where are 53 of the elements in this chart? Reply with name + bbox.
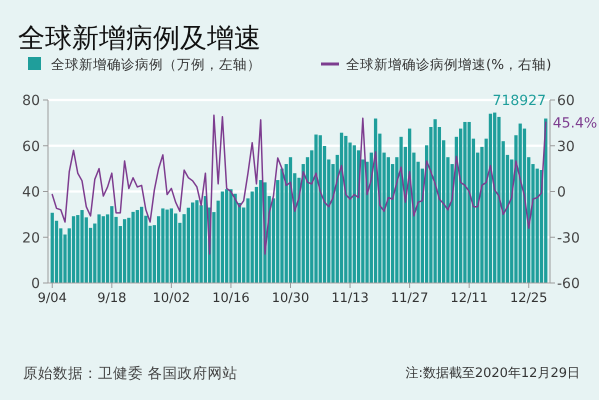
- x-tick-label: 11/13: [331, 291, 369, 306]
- annotation: 718927: [492, 93, 546, 109]
- x-tick-label: 9/04: [38, 291, 67, 306]
- y-tick-label: 20: [22, 230, 40, 246]
- bar: [122, 219, 126, 283]
- line-series: [52, 114, 546, 255]
- bar: [191, 202, 194, 283]
- bar: [50, 212, 54, 283]
- x-tick-label: 10/16: [212, 291, 250, 306]
- bar: [110, 206, 114, 283]
- bar: [518, 124, 522, 283]
- x-tick-label: 11/27: [390, 291, 428, 306]
- bar: [493, 112, 496, 283]
- bar: [131, 212, 135, 283]
- y2-tick-label: -60: [557, 276, 580, 292]
- x-tick-label: 10/02: [152, 291, 190, 306]
- bar: [220, 192, 224, 283]
- bar: [544, 118, 548, 283]
- y2-tick-label: -30: [557, 230, 580, 246]
- bar: [97, 214, 101, 283]
- bar: [344, 136, 348, 283]
- chart-title: 全球新增病例及增速: [18, 23, 261, 54]
- y2-tick-label: 0: [557, 184, 566, 200]
- bar: [318, 135, 322, 283]
- y2-tick-label: 30: [557, 138, 575, 155]
- x-tick-label: 12/11: [450, 291, 488, 306]
- bar: [165, 210, 169, 283]
- bar: [352, 145, 356, 283]
- bar: [195, 200, 199, 283]
- y2-tick-label: 60: [557, 93, 575, 109]
- bar: [80, 210, 84, 283]
- y-tick-label: 40: [22, 184, 40, 200]
- bar: [161, 208, 165, 283]
- bar: [468, 122, 471, 283]
- bar: [170, 208, 174, 283]
- text: 原始数据：卫健委 各国政府网站: [23, 365, 238, 382]
- y-tick-label: 60: [22, 138, 40, 155]
- x-tick-label: 9/18: [97, 291, 126, 306]
- bar: [72, 216, 76, 283]
- bar: [225, 189, 228, 283]
- legend-label: 全球新增确诊病例（万例，左轴）: [51, 57, 261, 73]
- bar: [463, 122, 467, 283]
- bar: [102, 216, 105, 283]
- y-tick-label: 0: [31, 276, 40, 292]
- x-tick-label: 12/25: [510, 291, 548, 306]
- legend-label: 全球新增确诊病例增速(%，右轴): [346, 57, 552, 73]
- bar: [136, 210, 139, 283]
- text: 注:数据截至2020年12月29日: [405, 366, 580, 381]
- y-tick-label: 80: [22, 93, 40, 109]
- data-label: 45.4%: [552, 115, 598, 132]
- x-tick-label: 10/30: [272, 291, 310, 306]
- bar: [140, 206, 144, 283]
- bar: [259, 180, 262, 283]
